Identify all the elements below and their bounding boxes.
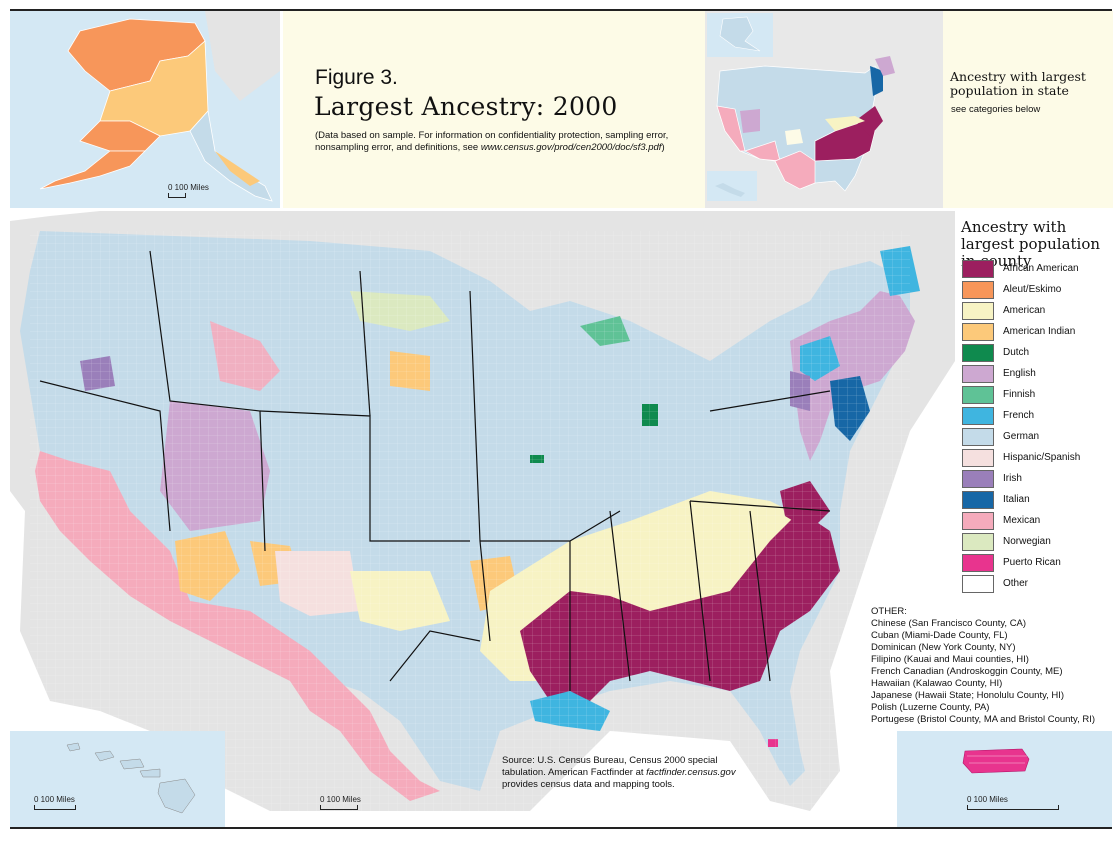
figure-title: Largest Ancestry: 2000 [314, 92, 618, 121]
county-map [10, 211, 955, 827]
figure-label: Figure 3. [315, 66, 398, 89]
other-item: Hawaiian (Kalawao County, HI) [871, 678, 1003, 689]
other-heading: OTHER: [871, 606, 907, 617]
legend-swatch [962, 365, 994, 383]
mainland-scale-label: 0 100 Miles [320, 795, 361, 804]
title-panel [283, 11, 705, 208]
legend-label: English [1003, 368, 1036, 379]
source-line2: provides census data and mapping tools. [502, 779, 675, 790]
note-prefix: (Data based on sample. For information o… [315, 130, 669, 153]
legend-swatch [962, 260, 994, 278]
legend-label: Dutch [1003, 347, 1030, 358]
other-item: Dominican (New York County, NY) [871, 642, 1016, 653]
legend-label: Finnish [1003, 389, 1036, 400]
legend-label: American Indian [1003, 326, 1076, 337]
legend-label: German [1003, 431, 1040, 442]
county-map-panel [10, 211, 955, 827]
legend-label: Puerto Rican [1003, 557, 1061, 568]
source-line1: Source: U.S. Census Bureau, Census 2000 … [502, 755, 718, 778]
legend-swatch [962, 323, 994, 341]
legend-swatch [962, 407, 994, 425]
other-item: Filipino (Kauai and Maui counties, HI) [871, 654, 1029, 665]
source-url[interactable]: factfinder.census.gov [646, 767, 736, 778]
state-map [705, 11, 943, 208]
state-map-panel [705, 11, 943, 208]
bottom-rule [10, 827, 1112, 829]
legend-swatch [962, 428, 994, 446]
hawaii-scale-label: 0 100 Miles [34, 795, 75, 804]
legend-label: American [1003, 305, 1046, 316]
other-item: Cuban (Miami-Dade County, FL) [871, 630, 1008, 641]
legend-swatch [962, 386, 994, 404]
note-url[interactable]: www.census.gov/prod/cen2000/doc/sf3.pdf [480, 142, 662, 153]
other-item: Japanese (Hawaii State; Honolulu County,… [871, 690, 1065, 701]
hawaii-map [66, 742, 196, 814]
state-legend-subtitle: see categories below [951, 104, 1041, 115]
puerto-rico-map [962, 748, 1030, 774]
legend-swatch [962, 575, 994, 593]
other-item: Chinese (San Francisco County, CA) [871, 618, 1027, 629]
puerto-rico-inset: 0 100 Miles [897, 731, 1112, 827]
legend-label: Aleut/Eskimo [1003, 284, 1062, 295]
hawaii-scale: 0 100 Miles [34, 795, 76, 810]
legend-label: Norwegian [1003, 536, 1051, 547]
hawaii-inset: 0 100 Miles [10, 731, 225, 827]
legend-label: Italian [1003, 494, 1030, 505]
legend-label: Hispanic/Spanish [1003, 452, 1081, 463]
state-legend-panel [943, 11, 1113, 208]
legend-swatch [962, 533, 994, 551]
other-item: French Canadian (Androskoggin County, ME… [871, 666, 1063, 677]
legend-swatch [962, 449, 994, 467]
legend-swatch [962, 554, 994, 572]
legend-label: Irish [1003, 473, 1022, 484]
source-note: Source: U.S. Census Bureau, Census 2000 … [502, 755, 742, 791]
alaska-scale: 0 100 Miles [168, 183, 209, 198]
legend-label: African American [1003, 263, 1079, 274]
mainland-scale: 0 100 Miles [320, 795, 361, 810]
alaska-map [39, 11, 280, 202]
figure-note: (Data based on sample. For information o… [315, 130, 710, 154]
legend-swatch [962, 344, 994, 362]
legend-label: Other [1003, 578, 1029, 589]
legend-swatch [962, 302, 994, 320]
note-suffix: ) [661, 142, 665, 153]
legend-swatch [962, 470, 994, 488]
top-rule [10, 9, 1112, 11]
legend-swatch [962, 281, 994, 299]
legend-swatch [962, 491, 994, 509]
other-item: Portugese (Bristol County, MA and Bristo… [871, 714, 1096, 725]
other-notes: OTHER: Chinese (San Francisco County, CA… [871, 606, 1095, 726]
legend-label: French [1003, 410, 1035, 421]
puerto-rico-scale-label: 0 100 Miles [967, 795, 1008, 804]
legend-swatch [962, 512, 994, 530]
alaska-scale-label: 0 100 Miles [168, 183, 209, 192]
other-item: Polish (Luzerne County, PA) [871, 702, 990, 713]
legend-label: Mexican [1003, 515, 1041, 526]
puerto-rico-scale: 0 100 Miles [967, 795, 1059, 810]
state-legend-title: Ancestry with largest population in stat… [950, 69, 1086, 98]
alaska-inset: 0 100 Miles [10, 11, 280, 208]
